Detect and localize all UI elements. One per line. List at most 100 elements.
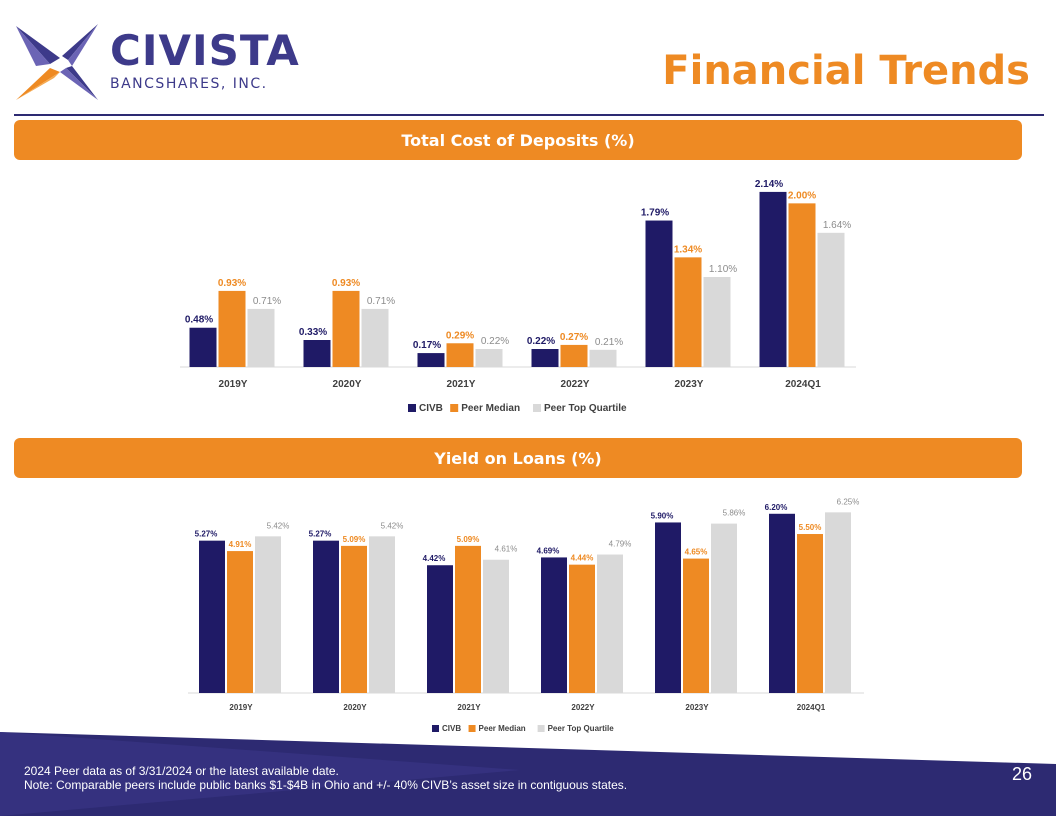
bar-civb-2024q1: [769, 513, 795, 693]
bar-peer-median-2022y: [569, 564, 595, 693]
x-tick-label: 2020Y: [343, 703, 367, 712]
yield-on-loans-chart: 5.27% 4.91% 5.42% 2019Y 5.27% 5.09% 5.42% 2020Y…: [188, 497, 864, 733]
brand-name: CIVISTA: [110, 26, 300, 75]
data-label: 0.27%: [560, 332, 588, 343]
bar-civb-2023y: [645, 220, 673, 367]
x-tick-label: 2021Y: [457, 703, 481, 712]
x-tick-label: 2019Y: [229, 703, 253, 712]
data-label: 0.93%: [218, 278, 246, 289]
data-label: 4.91%: [229, 540, 252, 549]
bar-peer-top-quartile-2021y: [483, 559, 509, 693]
civista-logo-mark: [16, 24, 98, 100]
data-label: 1.34%: [674, 244, 702, 255]
bar-civb-2020y: [313, 540, 339, 693]
bar-peer-top-quartile-2019y: [247, 308, 275, 367]
bar-civb-2019y: [189, 327, 217, 367]
legend-swatch: [450, 404, 459, 412]
x-tick-label: 2024Q1: [797, 703, 826, 712]
footer-band: [0, 732, 1056, 816]
legend-swatch: [468, 725, 476, 732]
legend-label: Peer Top Quartile: [548, 724, 615, 733]
x-tick-label: 2022Y: [571, 703, 595, 712]
data-label: 0.22%: [527, 336, 555, 347]
data-label: 6.25%: [837, 497, 860, 506]
bar-peer-median-2023y: [674, 257, 702, 367]
bar-civb-2023y: [655, 522, 681, 693]
data-label: 5.09%: [457, 535, 480, 544]
data-label: 5.42%: [267, 521, 290, 530]
x-tick-label: 2024Q1: [785, 379, 821, 390]
footer-note-peers: Note: Comparable peers include public ba…: [24, 778, 628, 792]
cost-of-deposits-chart: 0.48% 0.93% 0.71% 2019Y 0.33% 0.93% 0.71% 2020Y…: [180, 179, 856, 414]
bar-peer-top-quartile-2023y: [711, 523, 737, 693]
bar-peer-top-quartile-2022y: [597, 554, 623, 693]
data-label: 0.22%: [481, 336, 509, 347]
legend-label: CIVB: [442, 724, 461, 733]
title-divider: [14, 114, 1044, 116]
x-tick-label: 2023Y: [685, 703, 709, 712]
bar-peer-median-2019y: [218, 290, 246, 367]
data-label: 0.29%: [446, 330, 474, 341]
data-label: 0.71%: [253, 296, 281, 307]
page-number: 26: [1011, 764, 1032, 784]
bar-peer-top-quartile-2020y: [361, 308, 389, 367]
data-label: 4.69%: [537, 546, 560, 555]
legend-label: Peer Top Quartile: [544, 403, 627, 414]
data-label: 0.21%: [595, 337, 623, 348]
bar-civb-2019y: [199, 540, 225, 693]
data-label: 4.79%: [609, 540, 632, 549]
data-label: 0.71%: [367, 296, 395, 307]
bar-peer-top-quartile-2023y: [703, 277, 731, 367]
bar-civb-2021y: [427, 565, 453, 693]
data-label: 5.27%: [309, 530, 332, 539]
bar-peer-median-2022y: [560, 344, 588, 367]
legend-label: CIVB: [419, 403, 443, 414]
data-label: 2.00%: [788, 190, 816, 201]
data-label: 5.27%: [195, 530, 218, 539]
data-label: 6.20%: [765, 503, 788, 512]
data-label: 5.50%: [799, 523, 822, 532]
bar-peer-median-2020y: [341, 545, 367, 693]
legend-label: Peer Median: [461, 403, 520, 414]
bar-peer-top-quartile-2020y: [369, 536, 395, 693]
data-label: 0.17%: [413, 340, 441, 351]
bar-peer-median-2023y: [683, 558, 709, 693]
bar-civb-2020y: [303, 340, 331, 367]
company-logo: CIVISTA BANCSHARES, INC.: [14, 22, 299, 102]
data-label: 0.48%: [185, 315, 213, 326]
bar-peer-median-2019y: [227, 551, 253, 693]
bar-peer-median-2021y: [446, 343, 474, 367]
bar-civb-2021y: [417, 353, 445, 367]
data-label: 2.14%: [755, 179, 783, 190]
data-label: 5.90%: [651, 511, 674, 520]
data-label: 0.33%: [299, 327, 327, 338]
chart1-title-banner: Total Cost of Deposits (%): [14, 120, 1022, 160]
bar-peer-top-quartile-2022y: [589, 349, 617, 367]
data-label: 4.42%: [423, 554, 446, 563]
data-label: 5.42%: [381, 521, 404, 530]
legend-swatch: [537, 725, 545, 732]
x-tick-label: 2020Y: [333, 379, 362, 390]
legend-swatch: [408, 404, 416, 412]
bar-peer-top-quartile-2021y: [475, 349, 503, 367]
legend-swatch: [432, 725, 439, 732]
x-tick-label: 2019Y: [219, 379, 248, 390]
bar-peer-median-2024q1: [788, 203, 816, 367]
brand-subtitle: BANCSHARES, INC.: [110, 76, 268, 92]
footer-note-data-date: 2024 Peer data as of 3/31/2024 or the la…: [24, 764, 339, 778]
data-label: 5.09%: [343, 535, 366, 544]
data-label: 1.10%: [709, 264, 737, 275]
chart2-title-banner: Yield on Loans (%): [14, 438, 1022, 478]
data-label: 4.65%: [685, 548, 708, 557]
x-tick-label: 2023Y: [675, 379, 704, 390]
bar-peer-median-2020y: [332, 290, 360, 367]
page-title: Financial Trends: [662, 48, 1030, 94]
data-label: 1.64%: [823, 220, 851, 231]
bar-peer-top-quartile-2024q1: [825, 512, 851, 693]
bar-civb-2024q1: [759, 191, 787, 367]
data-label: 0.93%: [332, 278, 360, 289]
bar-civb-2022y: [541, 557, 567, 693]
legend-label: Peer Median: [479, 724, 526, 733]
data-label: 5.86%: [723, 509, 746, 518]
legend-swatch: [533, 404, 541, 412]
